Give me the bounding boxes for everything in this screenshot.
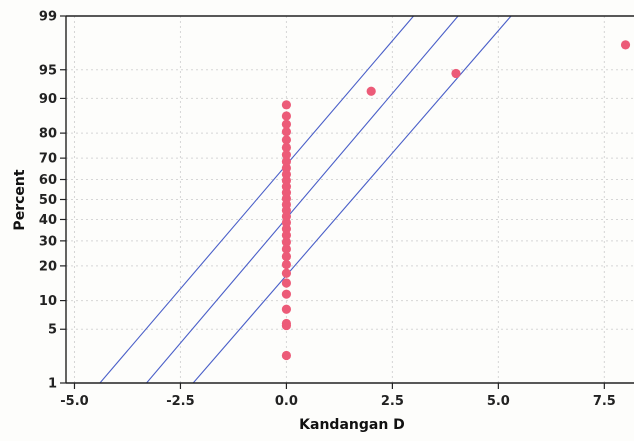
data-point bbox=[281, 111, 292, 121]
data-point bbox=[281, 127, 292, 137]
data-point bbox=[281, 289, 292, 299]
data-point bbox=[281, 135, 292, 145]
y-tick-label: 10 bbox=[39, 294, 57, 309]
y-tick-label: 1 bbox=[48, 377, 57, 392]
grid bbox=[66, 15, 634, 384]
data-point bbox=[451, 68, 461, 79]
x-tick-label: 2.5 bbox=[381, 394, 404, 409]
y-tick-label: 30 bbox=[39, 234, 57, 249]
data-point bbox=[281, 163, 292, 173]
y-axis-ticks: 1 5 10 20 30 40 50 60 70 80 90 95 99 bbox=[39, 10, 66, 392]
lower-line bbox=[99, 15, 415, 384]
data-point bbox=[281, 169, 292, 179]
y-tick-label: 99 bbox=[39, 10, 57, 25]
data-point bbox=[620, 40, 631, 50]
data-point bbox=[281, 251, 292, 262]
data-point bbox=[281, 259, 292, 270]
x-tick-label: -5.0 bbox=[60, 394, 88, 409]
y-tick-label: 20 bbox=[39, 259, 57, 274]
y-axis-title: Percent bbox=[12, 169, 28, 230]
data-point bbox=[281, 100, 292, 110]
x-axis-ticks: -5.0 -2.5 0.0 2.5 5.0 7.5 bbox=[60, 383, 616, 409]
data-point bbox=[281, 150, 292, 160]
y-tick-label: 40 bbox=[39, 213, 57, 228]
data-point bbox=[281, 268, 292, 278]
data-points bbox=[281, 40, 631, 361]
x-tick-label: 7.5 bbox=[593, 394, 616, 409]
x-tick-label: -2.5 bbox=[166, 394, 194, 409]
y-tick-label: 50 bbox=[39, 193, 57, 208]
fit-line bbox=[146, 15, 459, 384]
data-point bbox=[281, 278, 292, 288]
data-point bbox=[281, 230, 292, 240]
y-tick-label: 95 bbox=[39, 63, 57, 78]
data-point bbox=[281, 156, 292, 167]
y-tick-label: 70 bbox=[39, 152, 57, 167]
data-point bbox=[281, 142, 292, 153]
upper-line bbox=[192, 15, 512, 384]
x-axis-title: Kandangan D bbox=[299, 417, 405, 433]
data-point bbox=[366, 86, 376, 96]
data-point bbox=[281, 318, 292, 329]
y-tick-label: 5 bbox=[48, 323, 57, 338]
y-tick-label: 80 bbox=[39, 127, 57, 142]
data-point bbox=[281, 304, 292, 314]
data-point bbox=[281, 119, 292, 129]
y-tick-label: 60 bbox=[39, 173, 57, 188]
data-point bbox=[281, 244, 292, 254]
data-point bbox=[281, 350, 292, 361]
x-tick-label: 0.0 bbox=[275, 394, 298, 409]
x-tick-label: 5.0 bbox=[487, 394, 510, 409]
y-tick-label: 90 bbox=[39, 92, 57, 107]
data-point bbox=[281, 237, 292, 247]
